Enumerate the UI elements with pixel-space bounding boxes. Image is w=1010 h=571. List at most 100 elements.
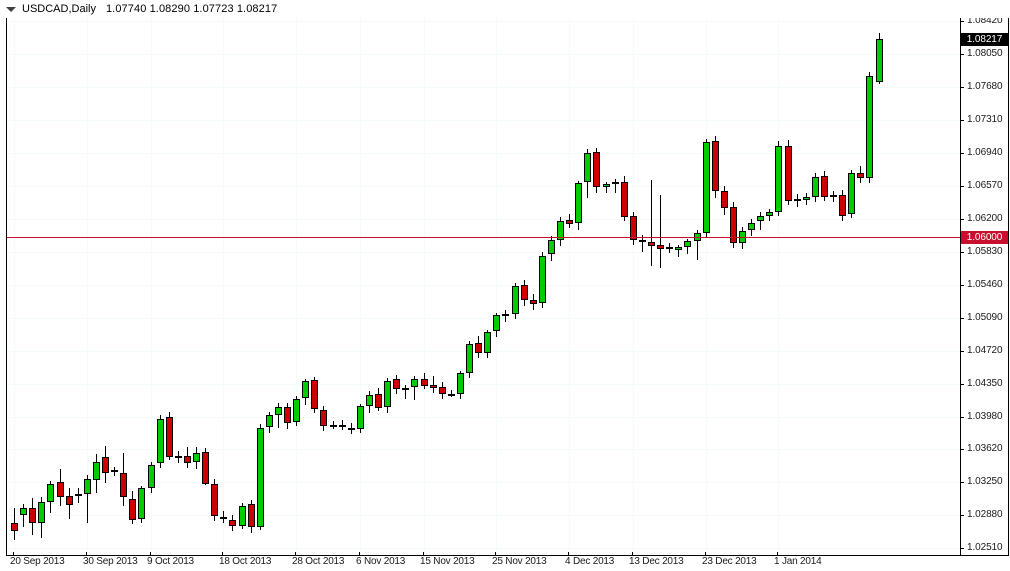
candlestick [348,11,355,555]
candlestick [657,11,664,555]
price-tick [960,482,964,483]
grid-line [7,186,960,187]
candlestick [111,11,118,555]
candlestick [157,11,164,555]
candlestick [803,11,810,555]
candle-body-bull [448,394,455,396]
time-tick-label: 9 Oct 2013 [147,556,194,567]
price-tick-label: 1.03980 [967,411,1003,422]
price-tick [960,351,964,352]
candle-body-bear [566,220,573,224]
candlestick [166,11,173,555]
candle-body-bull [257,428,264,527]
price-tick-label: 1.07680 [967,81,1003,92]
candle-body-bear [857,173,864,178]
chart-plot-area[interactable] [6,10,960,556]
price-tick-label: 1.03250 [967,476,1003,487]
candlestick [102,11,109,555]
candle-wick [760,212,761,230]
candle-body-bull [138,488,145,519]
candle-wick [405,385,406,399]
candle-body-bear [730,207,737,243]
candle-body-bear [166,417,173,457]
candlestick [175,11,182,555]
grid-line [7,384,960,385]
candlestick [29,11,36,555]
time-tick [632,552,633,556]
candlestick [684,11,691,555]
candle-wick [660,195,661,268]
candle-body-bull [293,399,300,422]
candle-body-bear [57,482,64,497]
candle-body-bull [866,76,873,178]
candle-body-bull [93,462,100,480]
candlestick [466,11,473,555]
candlestick [148,11,155,555]
grid-line [7,482,960,483]
candle-body-bull [794,199,801,201]
candle-body-bear [712,141,719,191]
candlestick [75,11,82,555]
candle-body-bull [47,484,54,502]
price-tick-label: 1.08050 [967,48,1003,59]
symbol-period-label: USDCAD,Daily [22,3,96,15]
price-tick-label: 1.05460 [967,279,1003,290]
candlestick [375,11,382,555]
price-tick-label: 1.05090 [967,312,1003,323]
candle-body-bull [584,153,591,182]
time-tick [13,552,14,556]
price-axis[interactable]: 1.08420 1.08050 1.07680 1.07310 1.06940 1.065… [960,10,1009,556]
vertical-grid-line [223,11,224,555]
candle-body-bull [493,315,500,331]
candlestick [639,11,646,555]
price-tick [960,384,964,385]
chevron-down-icon[interactable] [6,7,16,12]
candle-wick [642,235,643,252]
candle-body-bull [757,216,764,221]
level-price-tag[interactable]: 1.06000 [961,231,1008,244]
price-tick [960,449,964,450]
candlestick [493,11,500,555]
candlestick [293,11,300,555]
candle-body-bull [766,212,773,216]
candlestick [357,11,364,555]
candlestick [484,11,491,555]
time-tick [423,552,424,556]
candlestick [20,11,27,555]
price-level-line[interactable] [7,237,960,238]
candle-body-bear [248,504,255,527]
grid-line [7,219,960,220]
candlestick [384,11,391,555]
candlestick [302,11,309,555]
candle-body-bull [193,453,200,462]
candlestick [330,11,337,555]
candlestick [766,11,773,555]
candlestick [712,11,719,555]
price-tick [960,252,964,253]
candlestick [812,11,819,555]
candlestick [703,11,710,555]
grid-line [7,54,960,55]
time-tick-label: 1 Jan 2014 [774,556,822,567]
grid-line [7,153,960,154]
grid-line [7,515,960,516]
candlestick [129,11,136,555]
price-tick [960,54,964,55]
candle-wick [414,376,415,400]
candlestick [11,11,18,555]
time-axis[interactable]: 20 Sep 2013 30 Sep 2013 9 Oct 2013 18 Oct 2… [6,552,960,571]
time-tick [222,552,223,556]
candlestick [457,11,464,555]
candle-body-bear [657,245,664,249]
price-tick-label: 1.06200 [967,213,1003,224]
ohlc-values-label: 1.07740 1.08290 1.07723 1.08217 [105,3,278,15]
candlestick [848,11,855,555]
time-tick-label: 20 Sep 2013 [10,556,65,567]
time-tick-label: 30 Sep 2013 [83,556,138,567]
candle-wick [606,182,607,193]
vertical-grid-line [706,11,707,555]
candlestick [739,11,746,555]
vertical-grid-line [360,11,361,555]
candlestick [229,11,236,555]
candle-body-bull [830,195,837,197]
